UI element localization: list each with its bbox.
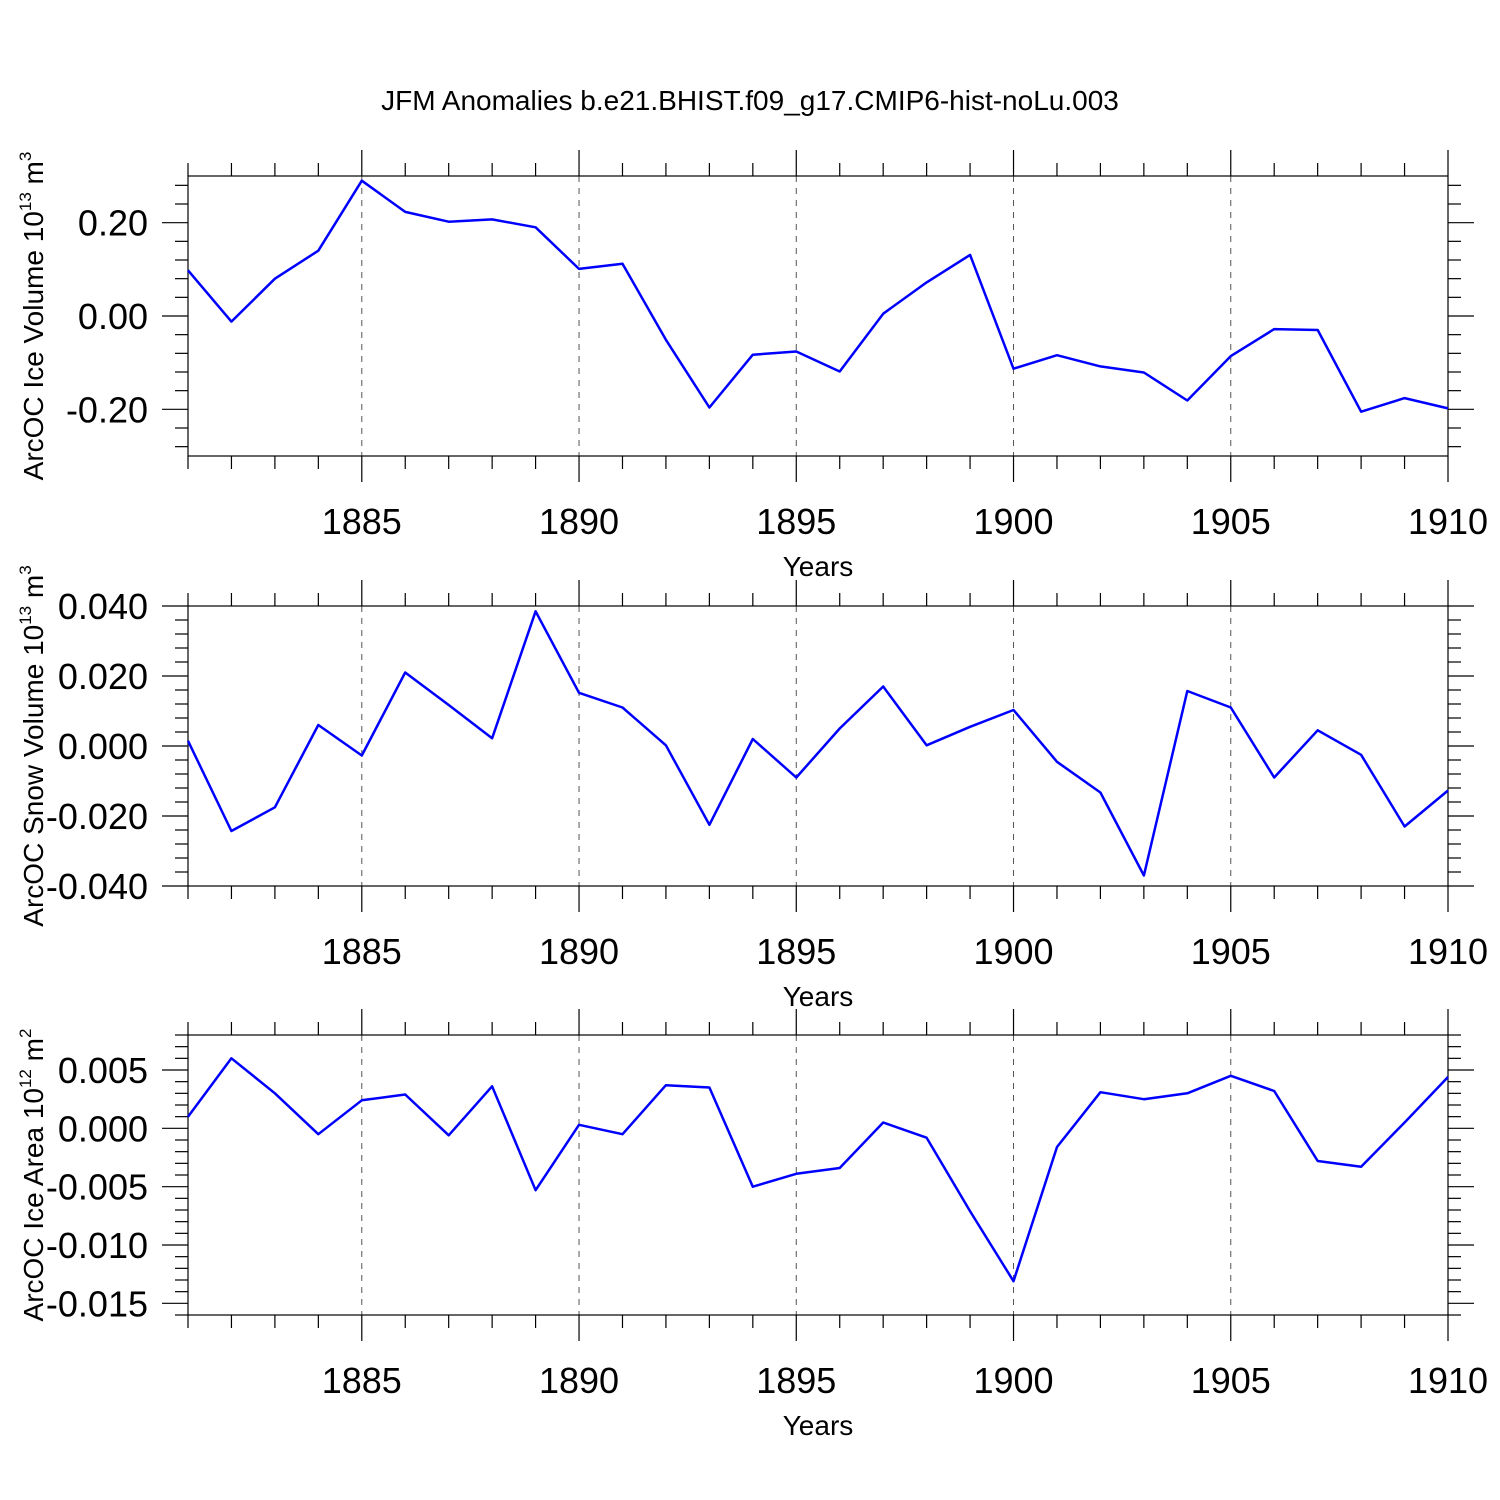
- x-axis-label: Years: [783, 551, 854, 582]
- x-tick-label: 1905: [1191, 501, 1271, 542]
- y-tick-label: 0.005: [58, 1050, 148, 1091]
- series-line: [187, 179, 1449, 413]
- y-axis-label: ArcOC Ice Area 1012 m2: [16, 1029, 49, 1322]
- x-tick-label: 1890: [539, 1360, 619, 1401]
- x-tick-label: 1890: [539, 931, 619, 972]
- panels: 1885 1890 1895 1900 1905 1910 Years -0.20 0.00 0.…: [16, 150, 1488, 1441]
- x-tick-label: 1895: [756, 501, 836, 542]
- x-tick-label: 1895: [756, 1360, 836, 1401]
- y-axis-label: ArcOC Ice Volume 1013 m3: [16, 152, 49, 481]
- x-tick-label: 1900: [973, 501, 1053, 542]
- x-tick-label: 1885: [322, 501, 402, 542]
- y-tick-label: 0.020: [58, 656, 148, 697]
- panel-3: 1885 1890 1895 1900 1905 1910 Years -0.015 -0.01…: [16, 1009, 1488, 1441]
- panel-1: 1885 1890 1895 1900 1905 1910 Years -0.20 0.00 0.…: [16, 150, 1488, 582]
- y-tick-label: 0.00: [78, 296, 148, 337]
- y-tick-label: 0.20: [78, 203, 148, 244]
- y-tick-label: -0.020: [46, 796, 148, 837]
- y-axis-label: ArcOC Snow Volume 1013 m3: [16, 565, 49, 926]
- y-tick-label: -0.005: [46, 1167, 148, 1208]
- series-line: [186, 610, 1449, 877]
- x-tick-label: 1885: [322, 1360, 402, 1401]
- x-axis-label: Years: [783, 981, 854, 1012]
- y-tick-label: 0.040: [58, 586, 148, 627]
- x-tick-label: 1890: [539, 501, 619, 542]
- y-tick-label: -0.20: [66, 389, 148, 430]
- x-tick-label: 1900: [973, 931, 1053, 972]
- panel-2: 1885 1890 1895 1900 1905 1910 Years -0.040 -0.02…: [16, 565, 1488, 1012]
- x-tick-label: 1885: [322, 931, 402, 972]
- y-tick-label: 0.000: [58, 726, 148, 767]
- figure-title: JFM Anomalies b.e21.BHIST.f09_g17.CMIP6-…: [381, 85, 1119, 116]
- y-tick-label: -0.015: [46, 1283, 148, 1324]
- x-tick-label: 1900: [973, 1360, 1053, 1401]
- x-tick-label: 1905: [1191, 931, 1271, 972]
- x-tick-label: 1895: [756, 931, 836, 972]
- y-tick-label: -0.010: [46, 1225, 148, 1266]
- x-tick-label: 1910: [1408, 501, 1488, 542]
- series-line: [186, 1057, 1449, 1283]
- x-tick-label: 1910: [1408, 931, 1488, 972]
- y-tick-label: 0.000: [58, 1108, 148, 1149]
- x-axis-label: Years: [783, 1410, 854, 1441]
- x-tick-label: 1905: [1191, 1360, 1271, 1401]
- y-tick-label: -0.040: [46, 866, 148, 907]
- x-tick-label: 1910: [1408, 1360, 1488, 1401]
